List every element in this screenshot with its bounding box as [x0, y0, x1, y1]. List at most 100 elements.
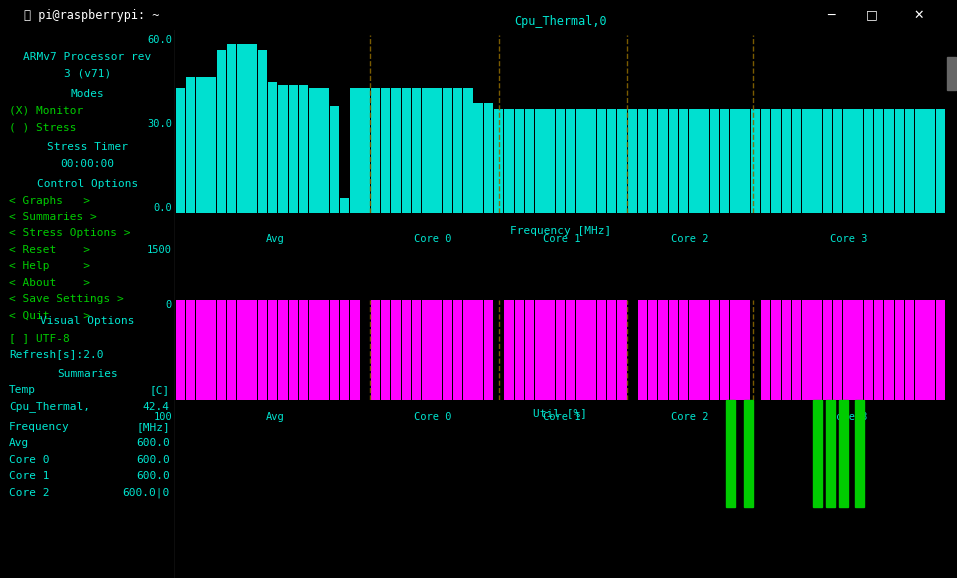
Bar	[545, 300, 555, 400]
Bar	[207, 300, 216, 400]
Bar	[843, 109, 853, 213]
Bar	[576, 300, 586, 400]
Text: Core 1: Core 1	[544, 412, 581, 422]
Bar	[812, 300, 822, 400]
Bar	[381, 300, 390, 400]
Bar	[196, 76, 206, 213]
Bar	[463, 88, 473, 213]
Bar	[237, 44, 247, 213]
Bar	[730, 109, 740, 213]
Text: ARMv7 Processor rev: ARMv7 Processor rev	[23, 52, 152, 62]
Bar	[833, 109, 842, 213]
Bar	[628, 109, 637, 213]
Bar	[309, 88, 319, 213]
Bar	[669, 300, 679, 400]
Bar	[504, 109, 514, 213]
Bar	[535, 109, 545, 213]
Bar	[227, 44, 236, 213]
Bar	[453, 88, 462, 213]
Bar	[813, 400, 822, 507]
Text: 600.0: 600.0	[136, 455, 170, 465]
Bar	[412, 88, 421, 213]
Bar	[679, 109, 688, 213]
Text: Core 0: Core 0	[414, 234, 452, 244]
Bar	[576, 109, 586, 213]
Text: Core 0: Core 0	[414, 412, 452, 422]
Bar	[453, 300, 462, 400]
Bar	[257, 50, 267, 213]
Bar	[237, 300, 247, 400]
Text: Core 3: Core 3	[831, 234, 868, 244]
Bar	[669, 109, 679, 213]
Bar	[915, 300, 924, 400]
Bar	[658, 109, 668, 213]
Text: < Stress Options >: < Stress Options >	[9, 228, 130, 238]
Bar	[483, 300, 493, 400]
Bar	[320, 88, 329, 213]
Bar	[515, 109, 524, 213]
Bar	[288, 300, 298, 400]
Bar	[802, 300, 812, 400]
Bar	[744, 400, 753, 507]
Bar	[381, 88, 390, 213]
Bar	[186, 300, 195, 400]
Bar	[658, 300, 668, 400]
Bar	[227, 300, 236, 400]
Text: □: □	[866, 9, 878, 21]
Bar	[524, 300, 534, 400]
Bar	[596, 109, 606, 213]
Text: Modes: Modes	[71, 88, 104, 99]
Bar	[350, 300, 360, 400]
Bar	[689, 109, 699, 213]
Bar	[741, 109, 750, 213]
Bar	[854, 109, 863, 213]
Text: 60.0: 60.0	[147, 35, 172, 45]
Bar	[720, 109, 729, 213]
Text: Core 3: Core 3	[831, 412, 868, 422]
Bar	[802, 109, 812, 213]
Text: Frequency [MHz]: Frequency [MHz]	[510, 227, 611, 236]
Bar	[535, 300, 545, 400]
Bar	[391, 300, 401, 400]
Bar	[720, 300, 729, 400]
Bar	[648, 109, 657, 213]
Bar	[700, 109, 709, 213]
Bar	[474, 300, 483, 400]
Bar	[710, 109, 719, 213]
Bar	[946, 57, 956, 90]
Text: Core 1: Core 1	[544, 234, 581, 244]
Bar	[288, 86, 298, 213]
Bar	[648, 300, 657, 400]
Text: Cpu_Thermal,: Cpu_Thermal,	[9, 402, 90, 413]
Text: < Help     >: < Help >	[9, 261, 90, 271]
Text: Summaries: Summaries	[57, 369, 118, 379]
Bar	[730, 300, 740, 400]
Bar	[925, 109, 935, 213]
Text: < Reset    >: < Reset >	[9, 245, 90, 255]
Bar	[299, 300, 308, 400]
Bar	[329, 106, 339, 213]
Text: 🍓 pi@raspberrypi: ~: 🍓 pi@raspberrypi: ~	[24, 9, 159, 21]
Text: 600.0: 600.0	[136, 438, 170, 449]
Bar	[566, 109, 575, 213]
Bar	[700, 300, 709, 400]
Bar	[833, 300, 842, 400]
Bar	[299, 86, 308, 213]
Bar	[515, 300, 524, 400]
Text: ✕: ✕	[914, 9, 924, 21]
Text: Visual Options: Visual Options	[40, 316, 135, 326]
Text: Core 0: Core 0	[9, 455, 49, 465]
Bar	[750, 109, 760, 213]
Text: < Save Settings >: < Save Settings >	[9, 294, 123, 304]
Bar	[340, 198, 349, 213]
Text: 00:00:00: 00:00:00	[60, 159, 115, 169]
Bar	[617, 109, 627, 213]
Bar	[433, 300, 442, 400]
Bar	[826, 400, 835, 507]
Bar	[361, 88, 370, 213]
Bar	[545, 109, 555, 213]
Bar	[791, 109, 801, 213]
Text: 42.4: 42.4	[143, 402, 170, 412]
Bar	[895, 300, 904, 400]
Bar	[617, 300, 627, 400]
